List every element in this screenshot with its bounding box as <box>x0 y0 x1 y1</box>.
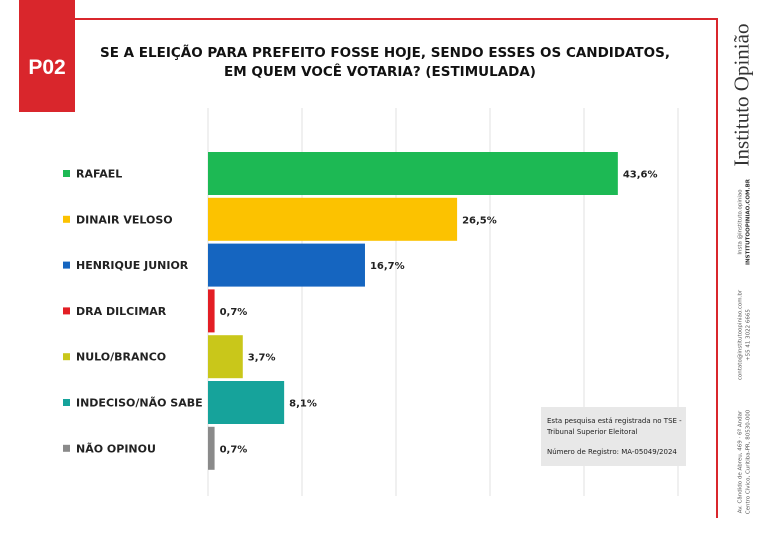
bar <box>208 381 285 424</box>
note-line3: Número de Registro: MA-05049/2024 <box>547 448 677 456</box>
bar <box>208 197 458 241</box>
category-label: RAFAEL <box>76 168 122 181</box>
note-line2: Tribunal Superior Eleitoral <box>547 428 638 436</box>
question-tag-label: P02 <box>28 56 66 79</box>
bar <box>208 243 365 287</box>
category-label: HENRIQUE JUNIOR <box>76 259 189 272</box>
data-label: 0,7% <box>220 444 248 455</box>
chart-title-line2: EM QUEM VOCÊ VOTARIA? (ESTIMULADA) <box>224 64 536 80</box>
frame-top-line <box>74 18 718 20</box>
bar <box>208 426 215 470</box>
chart-title-line1: SE A ELEIÇÃO PARA PREFEITO FOSSE HOJE, S… <box>100 45 670 61</box>
legend-marker <box>63 307 70 315</box>
bar <box>208 289 215 333</box>
data-label: 8,1% <box>289 399 317 410</box>
question-tag: P02 <box>19 0 75 112</box>
frame-right-line <box>716 18 718 518</box>
legend-marker <box>63 399 70 406</box>
brand-logo: Instituto Opinião <box>730 20 754 170</box>
brand-site: INSTITUTOOPINIAO.COM.BR <box>745 178 752 266</box>
category-label: NÃO OPINOU <box>76 442 156 455</box>
brand-handle-label: Insta @instituto.opiniao <box>737 189 744 255</box>
category-label: INDECISO/NÃO SABE <box>76 397 203 410</box>
category-label: DINAIR VELOSO <box>76 213 173 226</box>
legend-marker <box>63 215 70 223</box>
legend-marker <box>63 170 70 177</box>
data-label: 0,7% <box>220 307 248 318</box>
legend-marker <box>63 444 70 452</box>
category-label: DRA DILCIMAR <box>76 305 167 318</box>
brand-address-line1: Av. Cândido de Abreu, 469 · 6º Andar <box>737 410 744 514</box>
note-line1: Esta pesquisa está registrada no TSE - <box>547 417 682 425</box>
data-label: 3,7% <box>248 353 276 364</box>
bar <box>208 152 618 195</box>
chart-title: SE A ELEIÇÃO PARA PREFEITO FOSSE HOJE, S… <box>100 44 670 82</box>
legend-marker <box>63 261 70 269</box>
tse-registration-note: Esta pesquisa está registrada no TSE - T… <box>541 407 686 466</box>
brand-name: Instituto Opinião <box>729 23 754 167</box>
brand-email: contato@institutoopiniao.com.br <box>737 289 744 381</box>
legend-marker <box>63 353 70 361</box>
brand-address-line2: Centro Cívico, Curitiba-PR, 80530-000 <box>745 409 752 515</box>
data-label: 43,6% <box>623 170 658 181</box>
data-label: 16,7% <box>370 261 405 272</box>
data-label: 26,5% <box>462 215 497 226</box>
category-label: NULO/BRANCO <box>76 351 166 364</box>
bar <box>208 335 243 379</box>
brand-phone: +55 41 3022 6665 <box>745 309 752 361</box>
